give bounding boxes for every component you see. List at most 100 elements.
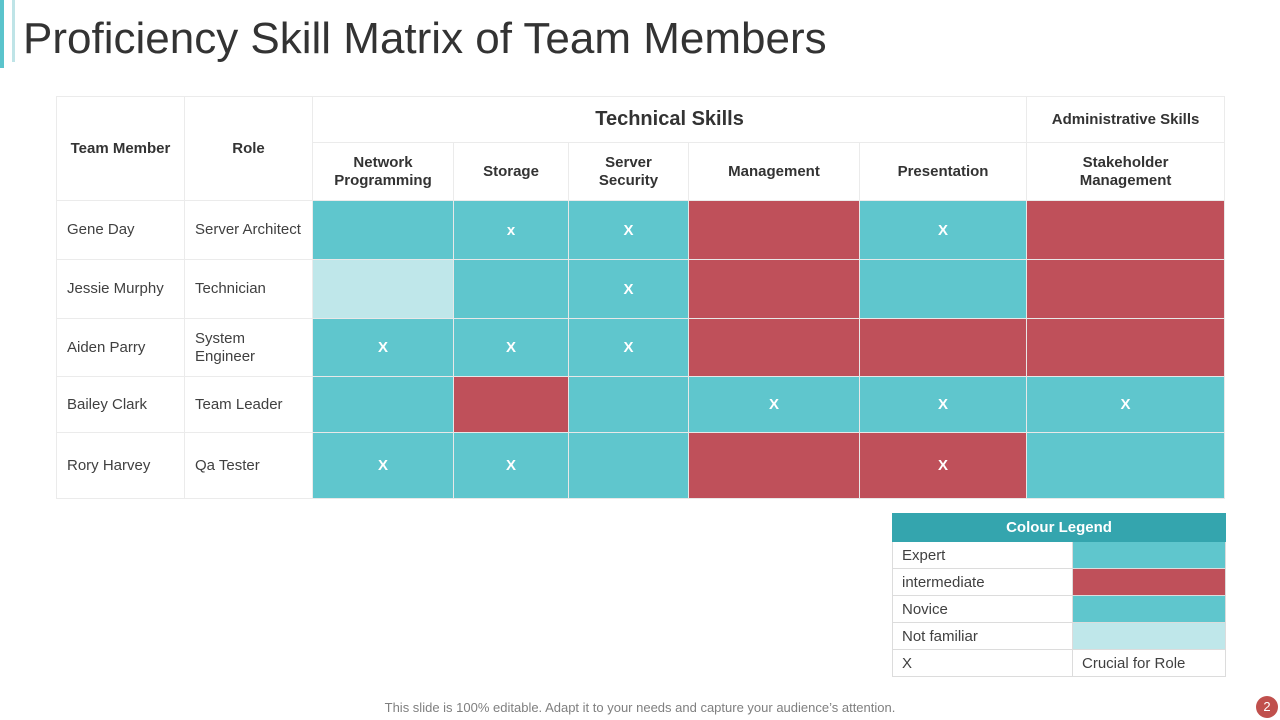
skill-cell <box>688 200 860 260</box>
header-skill-line1: Network <box>353 153 413 171</box>
member-name: Jessie Murphy <box>56 259 185 319</box>
role-line1: Team Leader <box>195 395 283 413</box>
legend-swatch <box>1071 568 1227 596</box>
skill-cell: X <box>568 259 689 319</box>
skill-cell <box>312 376 454 433</box>
skill-cell <box>688 432 860 499</box>
legend-row: Not familiar <box>892 622 1227 650</box>
skill-cell <box>568 376 689 433</box>
crucial-mark: X <box>623 339 634 356</box>
crucial-mark: X <box>938 457 949 474</box>
crucial-mark: X <box>623 221 634 239</box>
header-skill-line1: Stakeholder <box>1082 153 1169 171</box>
role-line1: System <box>195 329 246 347</box>
member-role: Server Architect <box>184 200 313 260</box>
header-role: Role <box>184 96 313 201</box>
skill-cell: X <box>858 376 1028 433</box>
header-skill: Presentation <box>858 142 1028 201</box>
page-number-badge: 2 <box>1256 696 1278 718</box>
legend-row: X Crucial for Role <box>892 649 1227 677</box>
skill-matrix-table: Team Member Role Technical Skills Admini… <box>56 96 1226 499</box>
role-line1: Qa Tester <box>195 456 260 474</box>
table-row: Rory Harvey Qa Tester X X X <box>56 432 1226 499</box>
title-accent-bar <box>0 0 4 68</box>
crucial-mark: X <box>938 396 949 413</box>
skill-cell <box>453 376 569 433</box>
member-role: Technician <box>184 259 313 319</box>
legend-swatch <box>1071 541 1227 569</box>
skill-cell <box>312 259 454 319</box>
crucial-mark: X <box>505 339 516 356</box>
skill-cell <box>858 259 1028 319</box>
header-skill-line2: Programming <box>334 171 432 189</box>
table-row: Aiden Parry System Engineer X X X <box>56 318 1226 377</box>
legend-label: X <box>892 649 1073 677</box>
header-skill: Server Security <box>568 142 689 201</box>
crucial-mark: X <box>938 221 949 239</box>
skill-cell <box>453 259 569 319</box>
header-skill: Management <box>688 142 860 201</box>
skill-cell: X <box>858 200 1028 260</box>
legend-text: Crucial for Role <box>1082 654 1186 672</box>
table-row: Bailey Clark Team Leader X X X <box>56 376 1226 433</box>
crucial-mark: X <box>768 396 779 413</box>
header-skill-line1: Presentation <box>897 162 989 180</box>
skill-cell <box>1026 200 1226 260</box>
legend-swatch <box>1071 622 1227 650</box>
member-name: Bailey Clark <box>56 376 185 433</box>
role-line1: Server Architect <box>195 221 301 238</box>
header-skill: Stakeholder Management <box>1026 142 1226 201</box>
legend-row: Novice <box>892 595 1227 623</box>
skill-cell: X <box>568 200 689 260</box>
crucial-mark: X <box>1120 396 1131 413</box>
header-skill-line2: Security <box>598 171 659 189</box>
member-name: Rory Harvey <box>56 432 185 499</box>
header-team-member: Team Member <box>56 96 185 201</box>
member-name: Gene Day <box>56 200 185 260</box>
legend-row: intermediate <box>892 568 1227 596</box>
crucial-mark: x <box>506 221 516 239</box>
header-skill: Storage <box>453 142 569 201</box>
colour-legend: Colour Legend Expert intermediate Novice No… <box>891 513 1227 677</box>
header-skill-line2: Management <box>1079 171 1172 189</box>
skill-cell: X <box>453 432 569 499</box>
crucial-mark: X <box>623 280 634 298</box>
legend-swatch <box>1071 595 1227 623</box>
skill-cell <box>1026 432 1226 499</box>
legend-swatch: Crucial for Role <box>1071 649 1227 677</box>
header-skill: Network Programming <box>312 142 454 201</box>
crucial-mark: X <box>377 457 388 474</box>
skill-cell: x <box>453 200 569 260</box>
legend-label: intermediate <box>892 568 1073 596</box>
skill-cell: X <box>312 318 454 377</box>
skill-cell <box>312 200 454 260</box>
footer-note: This slide is 100% editable. Adapt it to… <box>384 700 896 715</box>
skill-cell: X <box>688 376 860 433</box>
skill-cell <box>568 432 689 499</box>
page-title: Proficiency Skill Matrix of Team Members <box>23 14 827 63</box>
member-role: Team Leader <box>184 376 313 433</box>
header-technical-skills: Technical Skills <box>311 96 1028 143</box>
legend-label: Expert <box>892 541 1073 569</box>
table-row: Jessie Murphy Technician X <box>56 259 1226 319</box>
header-skill-line1: Server <box>605 153 652 171</box>
crucial-mark: X <box>377 339 388 356</box>
table-row: Gene Day Server Architect x X X <box>56 200 1226 260</box>
legend-label: Not familiar <box>892 622 1073 650</box>
header-skill-line1: Management <box>728 162 820 180</box>
member-role: Qa Tester <box>184 432 313 499</box>
skill-cell <box>688 259 860 319</box>
crucial-mark: X <box>505 457 516 474</box>
header-administrative-skills: Administrative Skills <box>1026 96 1226 143</box>
skill-cell: X <box>858 432 1028 499</box>
role-line2: Engineer <box>195 347 256 365</box>
legend-row: Expert <box>892 541 1227 569</box>
skill-cell <box>858 318 1028 377</box>
skill-cell <box>1026 318 1226 377</box>
legend-label: Novice <box>892 595 1073 623</box>
legend-title: Colour Legend <box>891 513 1227 542</box>
skill-cell <box>1026 259 1226 319</box>
skill-cell: X <box>312 432 454 499</box>
title-accent-bar-light <box>12 0 15 62</box>
skill-cell: X <box>1026 376 1226 433</box>
